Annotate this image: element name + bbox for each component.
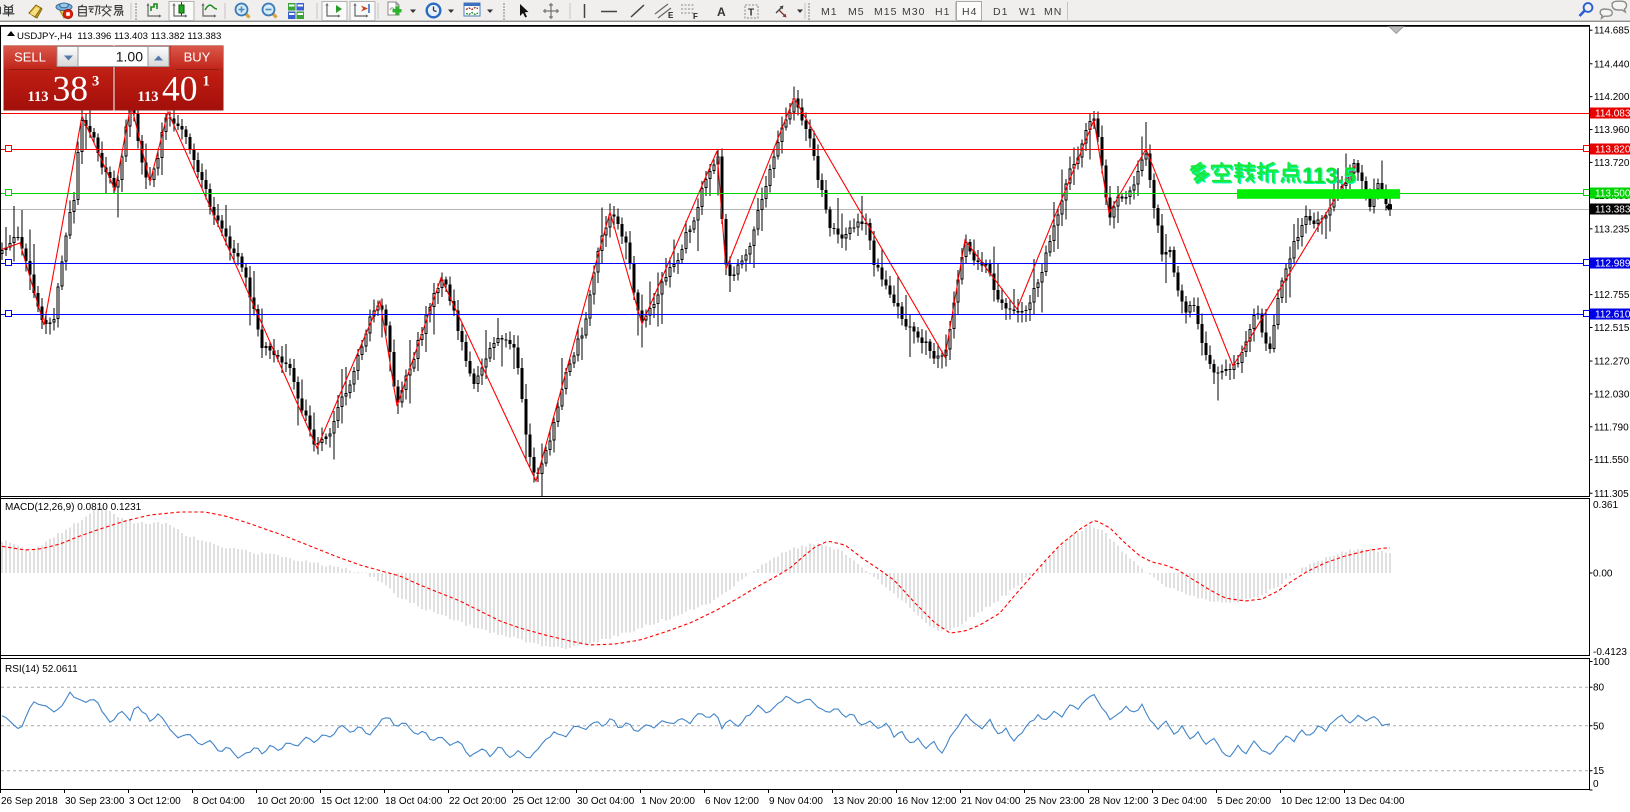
svg-text:SELL: SELL: [14, 50, 46, 65]
svg-text:112.610: 112.610: [1595, 310, 1630, 321]
svg-text:113.720: 113.720: [1594, 158, 1630, 169]
svg-text:114.200: 114.200: [1594, 92, 1630, 103]
svg-text:-0.4123: -0.4123: [1593, 647, 1627, 658]
svg-text:1.00: 1.00: [116, 49, 143, 65]
svg-text:26 Sep 2018: 26 Sep 2018: [1, 796, 58, 807]
svg-text:MACD(12,26,9) 0.0810 0.1231: MACD(12,26,9) 0.0810 0.1231: [5, 502, 142, 513]
svg-text:RSI(14) 52.0611: RSI(14) 52.0611: [5, 664, 78, 675]
svg-text:114.685: 114.685: [1594, 26, 1630, 37]
svg-text:113: 113: [28, 89, 49, 105]
svg-text:16 Nov 12:00: 16 Nov 12:00: [897, 796, 957, 807]
svg-text:25 Oct 12:00: 25 Oct 12:00: [513, 796, 571, 807]
svg-text:1: 1: [203, 74, 210, 90]
svg-text:112.515: 112.515: [1594, 323, 1630, 334]
svg-text:30 Sep 23:00: 30 Sep 23:00: [65, 796, 125, 807]
svg-text:F: F: [693, 12, 698, 21]
svg-text:3 Dec 04:00: 3 Dec 04:00: [1153, 796, 1207, 807]
svg-text:6 Nov 12:00: 6 Nov 12:00: [705, 796, 759, 807]
svg-text:112.989: 112.989: [1595, 259, 1630, 270]
svg-text:0: 0: [1593, 779, 1599, 790]
svg-text:112.270: 112.270: [1594, 357, 1630, 368]
svg-text:M5: M5: [848, 6, 865, 18]
svg-text:40: 40: [162, 69, 198, 109]
svg-text:A: A: [717, 5, 726, 19]
svg-text:M1: M1: [821, 6, 838, 18]
svg-text:H1: H1: [935, 6, 950, 18]
svg-text:25 Nov 23:00: 25 Nov 23:00: [1025, 796, 1085, 807]
svg-text:22 Oct 20:00: 22 Oct 20:00: [449, 796, 507, 807]
svg-text:113.820: 113.820: [1595, 145, 1630, 156]
svg-text:113.5: 113.5: [1302, 163, 1356, 188]
svg-text:114.440: 114.440: [1594, 59, 1630, 70]
svg-text:10 Dec 12:00: 10 Dec 12:00: [1281, 796, 1341, 807]
svg-text:E: E: [668, 11, 674, 20]
svg-text:3: 3: [92, 74, 99, 90]
svg-text:H4: H4: [962, 6, 977, 18]
svg-text:112.755: 112.755: [1594, 290, 1630, 301]
svg-text:0.361: 0.361: [1593, 500, 1618, 511]
svg-text:18 Oct 04:00: 18 Oct 04:00: [385, 796, 443, 807]
svg-text:80: 80: [1593, 683, 1605, 694]
svg-text:8 Oct 04:00: 8 Oct 04:00: [193, 796, 245, 807]
svg-text:21 Nov 04:00: 21 Nov 04:00: [961, 796, 1021, 807]
svg-text:3 Oct 12:00: 3 Oct 12:00: [129, 796, 181, 807]
svg-text:13 Dec 04:00: 13 Dec 04:00: [1345, 796, 1405, 807]
svg-text:100: 100: [1593, 657, 1610, 668]
svg-text:T: T: [748, 8, 754, 19]
svg-text:50: 50: [1593, 721, 1605, 732]
svg-text:BUY: BUY: [184, 50, 211, 65]
svg-text:114.083: 114.083: [1595, 109, 1630, 120]
svg-text:M30: M30: [902, 6, 925, 18]
svg-text:10 Oct 20:00: 10 Oct 20:00: [257, 796, 315, 807]
svg-text:30 Oct 04:00: 30 Oct 04:00: [577, 796, 635, 807]
svg-text:113.235: 113.235: [1594, 224, 1630, 235]
svg-text:15 Oct 12:00: 15 Oct 12:00: [321, 796, 379, 807]
svg-text:28 Nov 12:00: 28 Nov 12:00: [1089, 796, 1149, 807]
svg-text:113.500: 113.500: [1595, 189, 1630, 200]
svg-text:13 Nov 20:00: 13 Nov 20:00: [833, 796, 893, 807]
svg-text:M15: M15: [874, 6, 897, 18]
svg-text:113: 113: [138, 89, 159, 105]
svg-text:38: 38: [53, 69, 89, 109]
svg-text:111.790: 111.790: [1594, 422, 1629, 433]
svg-text:111.305: 111.305: [1594, 489, 1629, 500]
svg-text:0.00: 0.00: [1593, 569, 1613, 580]
svg-text:113.5: 113.5: [1303, 164, 1357, 189]
svg-text:MN: MN: [1044, 6, 1062, 18]
svg-text:D1: D1: [993, 6, 1008, 18]
svg-text:W1: W1: [1019, 6, 1037, 18]
svg-text:113.383: 113.383: [1595, 205, 1630, 216]
svg-text:113.960: 113.960: [1594, 125, 1630, 136]
svg-text:9 Nov 04:00: 9 Nov 04:00: [769, 796, 823, 807]
svg-text:USDJPY-,H4 113.396 113.403 11: USDJPY-,H4 113.396 113.403 113.382 113.3…: [17, 31, 221, 42]
svg-text:15: 15: [1593, 766, 1605, 777]
svg-text:1 Nov 20:00: 1 Nov 20:00: [641, 796, 695, 807]
svg-text:112.030: 112.030: [1594, 389, 1630, 400]
svg-text:5 Dec 20:00: 5 Dec 20:00: [1217, 796, 1271, 807]
svg-text:111.550: 111.550: [1594, 455, 1629, 466]
